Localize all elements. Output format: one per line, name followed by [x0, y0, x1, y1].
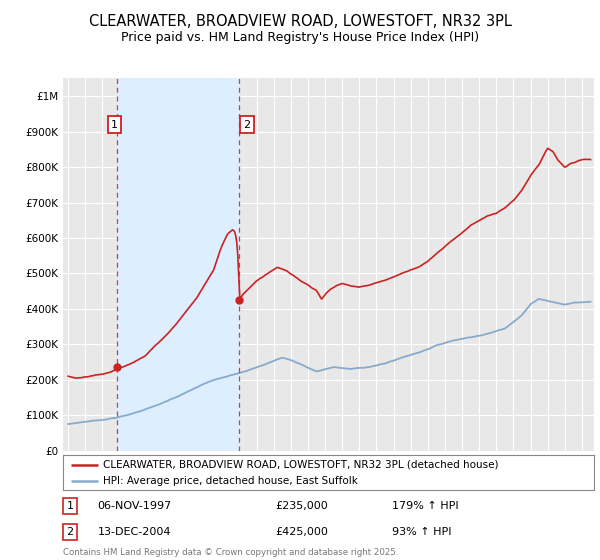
Text: £425,000: £425,000: [275, 528, 328, 537]
Text: 179% ↑ HPI: 179% ↑ HPI: [392, 501, 459, 511]
Text: Price paid vs. HM Land Registry's House Price Index (HPI): Price paid vs. HM Land Registry's House …: [121, 31, 479, 44]
Text: CLEARWATER, BROADVIEW ROAD, LOWESTOFT, NR32 3PL (detached house): CLEARWATER, BROADVIEW ROAD, LOWESTOFT, N…: [103, 460, 499, 470]
Text: 06-NOV-1997: 06-NOV-1997: [98, 501, 172, 511]
Text: HPI: Average price, detached house, East Suffolk: HPI: Average price, detached house, East…: [103, 475, 358, 486]
Text: £235,000: £235,000: [275, 501, 328, 511]
Text: 2: 2: [244, 119, 251, 129]
Text: 1: 1: [111, 119, 118, 129]
Text: 13-DEC-2004: 13-DEC-2004: [98, 528, 171, 537]
Text: 1: 1: [67, 501, 73, 511]
Text: Contains HM Land Registry data © Crown copyright and database right 2025.
This d: Contains HM Land Registry data © Crown c…: [63, 548, 398, 560]
Bar: [117, 78, 239, 451]
Text: 2: 2: [67, 528, 73, 537]
Text: CLEARWATER, BROADVIEW ROAD, LOWESTOFT, NR32 3PL: CLEARWATER, BROADVIEW ROAD, LOWESTOFT, N…: [89, 14, 511, 29]
Text: 93% ↑ HPI: 93% ↑ HPI: [392, 528, 452, 537]
